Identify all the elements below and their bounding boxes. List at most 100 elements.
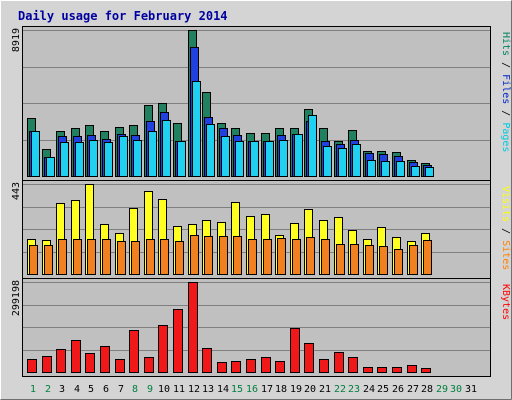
bar-pages-day-13 xyxy=(206,124,215,177)
bar-pages-day-9 xyxy=(148,131,157,177)
bar-kbytes-day-26 xyxy=(392,367,402,373)
bar-kbytes-day-6 xyxy=(100,346,110,373)
bar-sites-day-11 xyxy=(175,241,184,275)
x-tick-label: 31 xyxy=(465,384,477,395)
bar-kbytes-day-21 xyxy=(319,359,329,373)
bar-sites-day-14 xyxy=(219,236,228,275)
x-tick-label: 18 xyxy=(275,384,287,395)
bar-kbytes-day-24 xyxy=(363,367,373,373)
bar-pages-day-15 xyxy=(235,141,244,177)
bar-pages-day-21 xyxy=(323,146,332,177)
x-tick-label: 19 xyxy=(290,384,302,395)
x-tick-label: 25 xyxy=(377,384,389,395)
bar-sites-day-25 xyxy=(379,246,388,275)
bar-pages-day-24 xyxy=(367,160,376,177)
bar-kbytes-day-12 xyxy=(188,282,198,373)
legend-files: Files xyxy=(500,74,511,104)
bar-kbytes-day-14 xyxy=(217,362,227,373)
x-tick-label: 8 xyxy=(132,384,138,395)
bar-pages-day-28 xyxy=(425,167,434,177)
bar-sites-day-9 xyxy=(146,239,155,275)
bar-kbytes-day-7 xyxy=(115,359,125,373)
bar-pages-day-17 xyxy=(265,141,274,177)
x-tick-label: 26 xyxy=(392,384,404,395)
bar-pages-day-2 xyxy=(46,157,55,177)
bar-pages-day-23 xyxy=(352,144,361,177)
panel-kbytes: 299198 KBytes xyxy=(11,278,511,377)
bar-sites-day-3 xyxy=(58,239,67,275)
bar-pages-day-11 xyxy=(177,141,186,177)
x-tick-label: 23 xyxy=(348,384,360,395)
bar-sites-day-24 xyxy=(365,245,374,275)
x-tick-label: 20 xyxy=(304,384,316,395)
bar-sites-day-28 xyxy=(423,240,432,275)
x-tick-label: 2 xyxy=(45,384,51,395)
x-tick-label: 17 xyxy=(261,384,273,395)
legend-separator: / xyxy=(500,104,511,122)
bar-sites-day-16 xyxy=(248,239,257,275)
bar-kbytes-day-9 xyxy=(144,357,154,373)
bar-kbytes-day-19 xyxy=(290,328,300,373)
bar-pages-day-5 xyxy=(89,140,98,177)
bar-sites-day-2 xyxy=(44,245,53,275)
x-tick-label: 12 xyxy=(188,384,200,395)
bar-kbytes-day-4 xyxy=(71,340,81,373)
bar-pages-day-8 xyxy=(133,140,142,177)
bar-pages-day-12 xyxy=(192,81,201,177)
bar-pages-day-25 xyxy=(381,161,390,177)
bar-kbytes-day-13 xyxy=(202,348,212,373)
bar-pages-day-14 xyxy=(221,136,230,177)
bar-sites-day-21 xyxy=(321,239,330,275)
x-tick-label: 3 xyxy=(59,384,65,395)
bar-kbytes-day-20 xyxy=(304,343,314,373)
panel-visits-max-label: 443 xyxy=(11,182,22,200)
x-tick-label: 7 xyxy=(118,384,124,395)
legend-visits: Visits xyxy=(500,186,511,222)
bar-kbytes-day-3 xyxy=(56,349,66,373)
x-axis-day-labels: 1 2 3 4 5 6 7 8 9 10 11 12 13 14 15 16 17 18 19 20 21 22 23 24 2… xyxy=(30,384,477,395)
bar-kbytes-day-17 xyxy=(261,357,271,373)
bar-sites-day-7 xyxy=(117,241,126,275)
bar-kbytes-day-11 xyxy=(173,309,183,373)
bar-kbytes-day-5 xyxy=(85,353,95,373)
bar-pages-day-26 xyxy=(396,161,405,177)
bar-pages-day-4 xyxy=(75,142,84,177)
bar-pages-day-1 xyxy=(31,131,40,177)
panel-hits-legend: Hits / Files / Pages xyxy=(500,32,511,152)
legend-separator: / xyxy=(500,222,511,240)
bar-kbytes-day-23 xyxy=(348,357,358,373)
bar-pages-day-10 xyxy=(162,120,171,177)
x-tick-label: 13 xyxy=(202,384,214,395)
bar-sites-day-15 xyxy=(233,236,242,275)
legend-hits: Hits xyxy=(500,32,511,56)
bar-pages-day-6 xyxy=(104,142,113,177)
x-tick-label: 29 xyxy=(436,384,448,395)
x-tick-label: 24 xyxy=(363,384,375,395)
bar-sites-day-12 xyxy=(190,235,199,275)
legend-separator: / xyxy=(500,56,511,74)
panel-hits: 8919 Hits / Files / Pages xyxy=(11,26,511,181)
legend-kbytes: KBytes xyxy=(500,284,511,320)
bar-kbytes-day-1 xyxy=(27,359,37,373)
x-tick-label: 21 xyxy=(319,384,331,395)
x-tick-label: 11 xyxy=(173,384,185,395)
x-tick-label: 6 xyxy=(103,384,109,395)
bar-pages-day-19 xyxy=(294,134,303,177)
bar-pages-day-3 xyxy=(60,142,69,177)
bar-kbytes-day-10 xyxy=(158,325,168,373)
bar-sites-day-1 xyxy=(29,245,38,275)
legend-pages: Pages xyxy=(500,122,511,152)
bar-pages-day-7 xyxy=(119,136,128,177)
panel-visits-legend: Visits / Sites xyxy=(500,186,511,270)
bar-sites-day-23 xyxy=(350,244,359,275)
x-tick-label: 22 xyxy=(334,384,346,395)
bar-kbytes-day-22 xyxy=(334,352,344,373)
bar-sites-day-6 xyxy=(102,239,111,275)
chart-title: Daily usage for February 2014 xyxy=(18,9,228,23)
bar-kbytes-day-27 xyxy=(407,365,417,373)
bar-pages-day-22 xyxy=(338,148,347,177)
panel-kbytes-legend: KBytes xyxy=(500,284,511,320)
bar-pages-day-20 xyxy=(308,115,317,177)
bar-pages-day-27 xyxy=(411,166,420,177)
